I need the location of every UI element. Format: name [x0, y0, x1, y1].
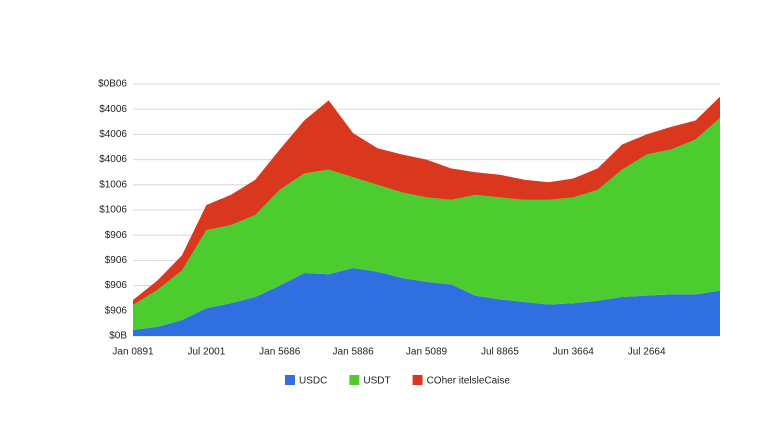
y-tick-label: $906 [105, 305, 128, 316]
y-tick-label: $0B06 [98, 79, 127, 90]
x-tick-label: Jul 8865 [481, 347, 519, 358]
x-tick-label: Jan 5686 [259, 347, 301, 358]
y-tick-label: $906 [105, 255, 128, 266]
legend-swatch [285, 375, 295, 385]
y-tick-label: $4006 [99, 104, 127, 115]
legend-label: COher itelsleCaise [427, 376, 511, 387]
x-tick-label: Jan 5886 [333, 347, 375, 358]
legend-swatch [349, 375, 360, 385]
y-tick-label: $906 [105, 230, 128, 241]
x-tick-label: Jul 2664 [628, 347, 666, 358]
area [133, 267, 720, 336]
y-tick-label: $4006 [99, 154, 127, 165]
x-tick-label: Jul 2001 [187, 347, 225, 358]
legend-swatch [412, 375, 423, 385]
legend-label: USDC [299, 376, 327, 387]
x-tick-label: Jan 5089 [406, 347, 448, 358]
y-tick-label: $0B [109, 331, 127, 342]
area [133, 96, 720, 306]
y-tick-label: $1006 [99, 179, 127, 190]
legend-label: USDT [363, 376, 390, 387]
y-tick-label: $906 [105, 280, 128, 291]
y-tick-label: $1006 [99, 205, 127, 216]
area [133, 118, 720, 330]
y-tick-label: $4006 [99, 129, 127, 140]
x-tick-label: Jun 3664 [553, 347, 595, 358]
x-tick-label: Jan 0891 [112, 347, 154, 358]
